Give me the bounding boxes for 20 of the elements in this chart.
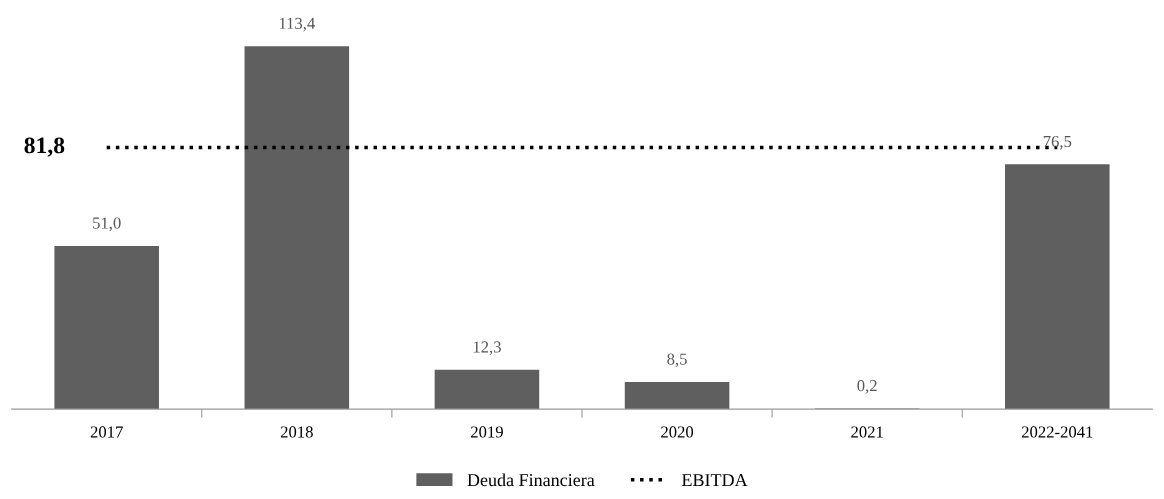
data-label: 113,4 [279, 17, 315, 32]
data-label: 76,5 [1043, 135, 1072, 150]
data-label: 12,3 [473, 341, 501, 355]
bar [434, 369, 540, 410]
bar [1005, 164, 1110, 410]
legend-label: EBITDA [681, 474, 748, 487]
annotation: 81,8 [24, 137, 65, 157]
data-label: 8,5 [667, 353, 687, 368]
data-label: 51,0 [93, 217, 121, 232]
x-tick-label: 2018 [280, 426, 313, 438]
bar [54, 245, 159, 410]
bar [244, 46, 350, 410]
data-label: 0,2 [857, 380, 877, 394]
x-tick-label: 2022-2041 [1021, 426, 1093, 438]
x-tick-label: 2019 [471, 426, 503, 438]
x-tick-label: 2021 [851, 426, 883, 438]
x-tick-label: 2020 [661, 426, 694, 438]
x-tick-label: 2017 [90, 426, 123, 438]
bar [624, 381, 730, 410]
legend-label: Deuda Financiera [467, 473, 595, 487]
